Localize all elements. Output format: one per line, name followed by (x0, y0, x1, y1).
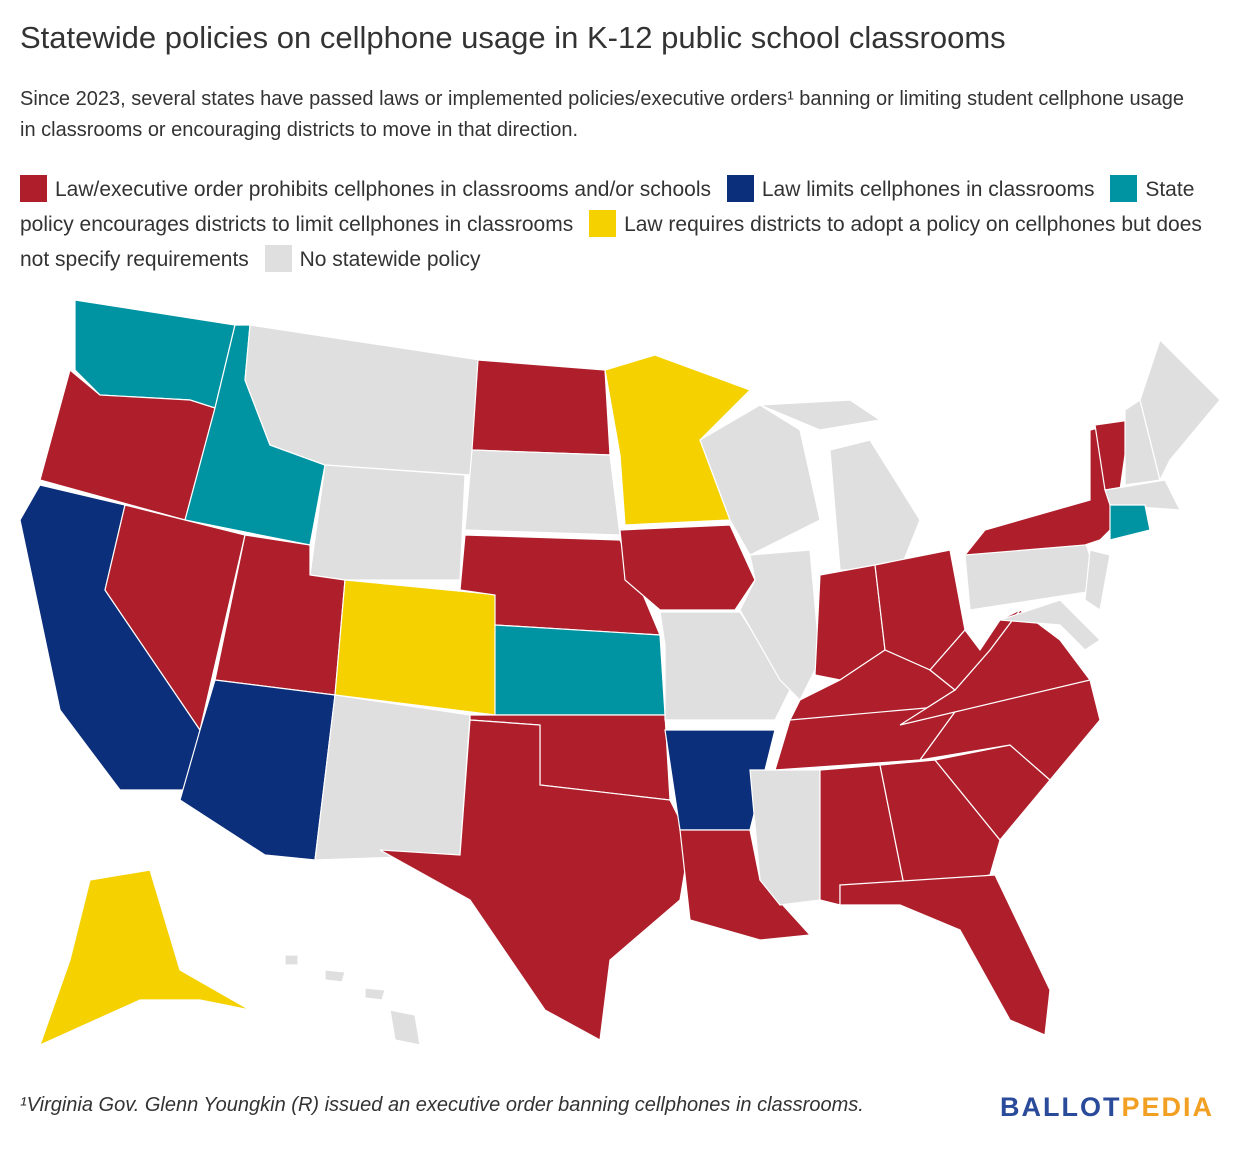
state (1084, 549, 1111, 612)
legend-item: State policy encourages districts to lim… (20, 175, 1195, 236)
state (1139, 338, 1221, 482)
legend-label: Law requires districts to adopt a policy… (20, 213, 1202, 271)
legend-item: Law/executive order prohibits cellphones… (20, 175, 712, 202)
state (324, 969, 346, 983)
state (829, 439, 921, 571)
states (19, 299, 1221, 1047)
state (74, 299, 236, 409)
logo-part: PEDIA (1121, 1092, 1214, 1122)
state (379, 719, 691, 1041)
legend-swatch (589, 210, 617, 237)
logo-part: BALLOT (999, 1092, 1122, 1122)
legend: Law/executive order prohibits cellphones… (20, 172, 1230, 277)
state (879, 759, 1001, 891)
legend-swatch (1110, 175, 1138, 202)
state (619, 524, 756, 611)
footnote: ¹Virginia Gov. Glenn Youngkin (R) issued… (20, 1094, 864, 1116)
state (659, 611, 791, 721)
state (679, 829, 812, 941)
legend-label: Law limits cellphones in classrooms (761, 178, 1095, 201)
state (494, 624, 666, 716)
state (999, 599, 1101, 651)
state (929, 609, 1021, 691)
legend-swatch (20, 175, 47, 202)
legend-swatch (726, 175, 754, 202)
state (759, 399, 882, 431)
title: Statewide policies on cellphone usage in… (20, 20, 1006, 55)
logo: BALLOTPEDIA (1000, 1092, 1214, 1123)
state (364, 987, 386, 1001)
legend-item: No statewide policy (264, 245, 481, 272)
state (284, 954, 299, 966)
legend-label: State policy encourages districts to lim… (20, 178, 1195, 236)
state (309, 464, 466, 581)
state (314, 694, 471, 861)
state (839, 874, 1051, 1036)
legend-label: Law/executive order prohibits cellphones… (55, 178, 712, 201)
subtitle: Since 2023, several states have passed l… (20, 88, 1184, 141)
state (389, 1009, 421, 1046)
legend-item: Law requires districts to adopt a policy… (20, 210, 1202, 271)
state (749, 769, 821, 906)
state (739, 549, 821, 702)
legend-item: Law limits cellphones in classrooms (726, 175, 1095, 202)
map (19, 299, 1221, 1047)
legend-label: No statewide policy (299, 248, 481, 271)
state (464, 449, 621, 536)
state (1104, 479, 1182, 511)
state (471, 359, 611, 456)
state (1109, 504, 1151, 541)
state (334, 579, 501, 716)
state (38, 869, 251, 1047)
legend-swatch (264, 245, 292, 272)
